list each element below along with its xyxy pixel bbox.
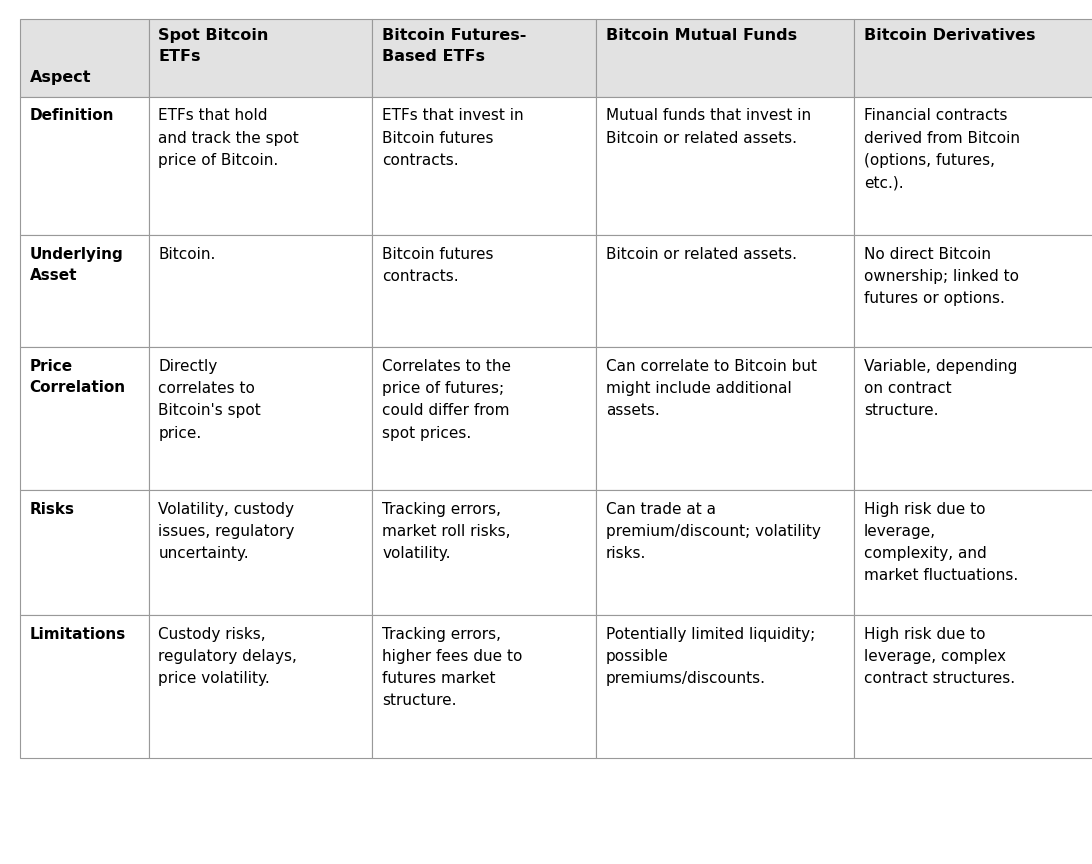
Bar <box>854 19 1092 97</box>
Text: Financial contracts
derived from Bitcoin
(options, futures,
etc.).: Financial contracts derived from Bitcoin… <box>864 108 1020 190</box>
Bar <box>149 97 372 235</box>
Text: Tracking errors,
higher fees due to
futures market
structure.: Tracking errors, higher fees due to futu… <box>382 627 523 708</box>
Text: Risks: Risks <box>29 502 74 517</box>
Text: Bitcoin Mutual Funds: Bitcoin Mutual Funds <box>606 29 797 43</box>
Text: Tracking errors,
market roll risks,
volatility.: Tracking errors, market roll risks, vola… <box>382 502 511 561</box>
Text: Can correlate to Bitcoin but
might include additional
assets.: Can correlate to Bitcoin but might inclu… <box>606 359 817 418</box>
Bar <box>20 235 149 347</box>
Text: ETFs that hold
and track the spot
price of Bitcoin.: ETFs that hold and track the spot price … <box>158 108 299 168</box>
Text: Bitcoin futures
contracts.: Bitcoin futures contracts. <box>382 247 494 284</box>
Text: High risk due to
leverage,
complexity, and
market fluctuations.: High risk due to leverage, complexity, a… <box>864 502 1018 583</box>
Bar <box>854 347 1092 490</box>
Bar <box>596 19 854 97</box>
Bar <box>149 615 372 758</box>
Text: Limitations: Limitations <box>29 627 126 642</box>
Bar <box>20 19 149 97</box>
Text: Can trade at a
premium/discount; volatility
risks.: Can trade at a premium/discount; volatil… <box>606 502 821 561</box>
Bar <box>20 615 149 758</box>
Text: Custody risks,
regulatory delays,
price volatility.: Custody risks, regulatory delays, price … <box>158 627 297 686</box>
Text: Variable, depending
on contract
structure.: Variable, depending on contract structur… <box>864 359 1017 418</box>
Text: Correlates to the
price of futures;
could differ from
spot prices.: Correlates to the price of futures; coul… <box>382 359 511 441</box>
Bar <box>854 97 1092 235</box>
Text: Potentially limited liquidity;
possible
premiums/discounts.: Potentially limited liquidity; possible … <box>606 627 816 686</box>
Text: Mutual funds that invest in
Bitcoin or related assets.: Mutual funds that invest in Bitcoin or r… <box>606 108 811 146</box>
Bar <box>149 19 372 97</box>
Text: Bitcoin.: Bitcoin. <box>158 247 216 262</box>
Bar <box>20 97 149 235</box>
Text: No direct Bitcoin
ownership; linked to
futures or options.: No direct Bitcoin ownership; linked to f… <box>864 247 1019 306</box>
Bar <box>854 490 1092 615</box>
Bar <box>596 97 854 235</box>
Text: High risk due to
leverage, complex
contract structures.: High risk due to leverage, complex contr… <box>864 627 1014 686</box>
Bar <box>372 615 596 758</box>
Bar <box>372 19 596 97</box>
Text: Bitcoin Futures-
Based ETFs: Bitcoin Futures- Based ETFs <box>382 29 526 64</box>
Bar <box>596 615 854 758</box>
Text: Volatility, custody
issues, regulatory
uncertainty.: Volatility, custody issues, regulatory u… <box>158 502 295 561</box>
Bar <box>372 347 596 490</box>
Bar <box>149 347 372 490</box>
Text: Price
Correlation: Price Correlation <box>29 359 126 395</box>
Bar <box>149 235 372 347</box>
Bar <box>596 347 854 490</box>
Bar <box>20 347 149 490</box>
Bar <box>149 490 372 615</box>
Text: Aspect: Aspect <box>29 70 91 86</box>
Bar <box>854 615 1092 758</box>
Text: Spot Bitcoin
ETFs: Spot Bitcoin ETFs <box>158 29 269 64</box>
Bar <box>372 490 596 615</box>
Bar <box>372 97 596 235</box>
Text: Underlying
Asset: Underlying Asset <box>29 247 123 283</box>
Text: Definition: Definition <box>29 108 114 124</box>
Bar <box>372 235 596 347</box>
Text: ETFs that invest in
Bitcoin futures
contracts.: ETFs that invest in Bitcoin futures cont… <box>382 108 524 168</box>
Text: Bitcoin or related assets.: Bitcoin or related assets. <box>606 247 797 262</box>
Text: Bitcoin Derivatives: Bitcoin Derivatives <box>864 29 1035 43</box>
Bar <box>596 490 854 615</box>
Bar <box>596 235 854 347</box>
Text: Directly
correlates to
Bitcoin's spot
price.: Directly correlates to Bitcoin's spot pr… <box>158 359 261 441</box>
Bar <box>854 235 1092 347</box>
Bar <box>20 490 149 615</box>
